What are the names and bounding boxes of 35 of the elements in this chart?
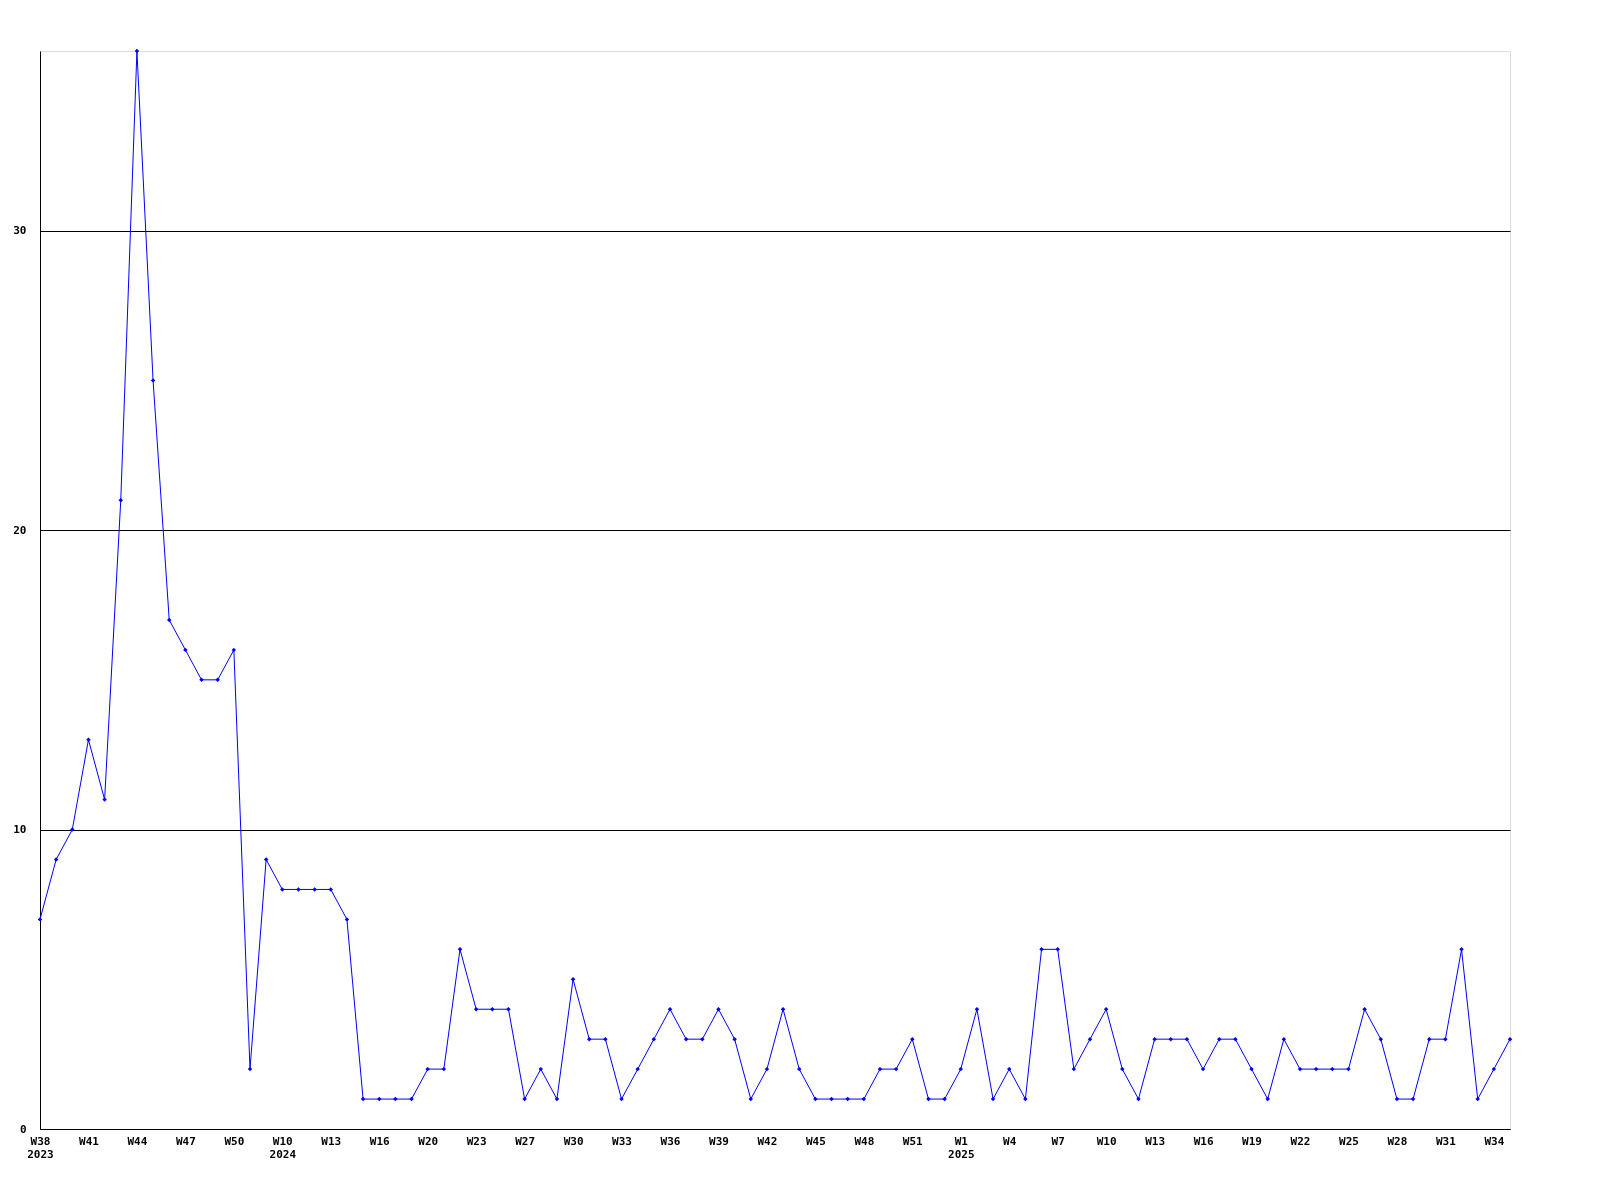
x-tick-label: W31 — [1435, 1134, 1457, 1148]
x-tick-label: W45 — [805, 1134, 826, 1148]
x-tick-label: W41 — [79, 1134, 100, 1148]
x-tick-label: W7 — [1051, 1134, 1065, 1148]
x-tick-label: W48 — [854, 1134, 875, 1148]
x-tick-label: W47 — [175, 1134, 196, 1148]
x-tick-label: W20 — [418, 1134, 439, 1148]
x-tick-label: W33 — [612, 1134, 632, 1148]
x-tick-label: W22 — [1290, 1134, 1311, 1148]
y-tick-label: 30 — [13, 224, 27, 238]
x-tick-label: W16 — [1193, 1134, 1214, 1148]
x-tick-label: W42 — [757, 1134, 778, 1148]
x-tick-label: W27 — [515, 1134, 536, 1148]
x-tick-label: W39 — [709, 1134, 729, 1148]
x-tick-label: W28 — [1387, 1134, 1408, 1148]
x-tick-label: W25 — [1339, 1134, 1359, 1148]
x-tick-label: W51 — [902, 1134, 924, 1148]
x-tick-label: W23 — [466, 1134, 487, 1148]
x-tick-label: W13 — [321, 1134, 342, 1148]
x-tick-label: W10 — [1096, 1134, 1117, 1148]
y-tick-label: 20 — [13, 523, 27, 537]
x-tick-label: W10 2024 — [269, 1134, 297, 1161]
y-tick-label: 0 — [19, 1122, 27, 1136]
x-tick-label: W19 — [1242, 1134, 1262, 1148]
x-tick-label: W34 — [1484, 1134, 1505, 1148]
x-tick-label: W1 2025 — [948, 1134, 975, 1161]
x-tick-label: W30 — [563, 1134, 584, 1148]
x-tick-label: W4 — [1003, 1134, 1017, 1148]
x-tick-label: W44 — [127, 1134, 148, 1148]
x-tick-label: W38 2023 — [27, 1134, 54, 1161]
x-tick-label: W50 — [224, 1134, 245, 1148]
y-tick-label: 10 — [13, 823, 27, 837]
x-tick-label: W13 — [1145, 1134, 1166, 1148]
x-tick-label: W36 — [660, 1134, 681, 1148]
x-tick-label: W16 — [369, 1134, 391, 1148]
